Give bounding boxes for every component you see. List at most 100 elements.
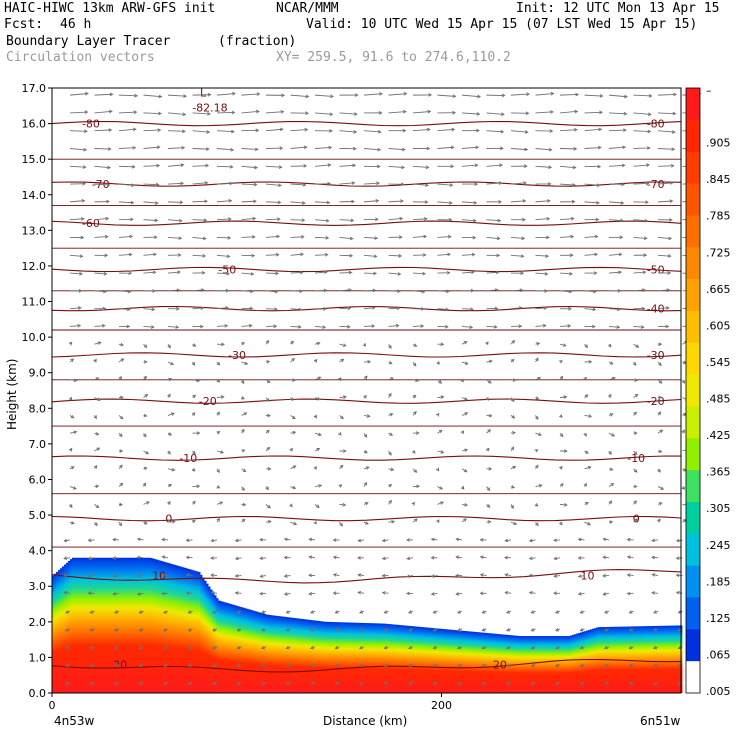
- vector-arrow: [167, 182, 184, 185]
- vector-arrowhead: [254, 147, 259, 152]
- vector-arrow: [309, 556, 316, 559]
- vector-arrowhead: [324, 252, 329, 257]
- vector-arrowhead: [151, 307, 156, 312]
- vector-arrow: [235, 539, 242, 542]
- vector-arrowhead: [422, 253, 427, 257]
- vector-arrowhead: [593, 289, 597, 294]
- vector-arrowhead: [154, 218, 159, 223]
- vector-arrowhead: [120, 342, 125, 347]
- vector-arrowhead: [265, 429, 270, 434]
- vector-arrowhead: [216, 431, 221, 435]
- tracer-column: [180, 566, 183, 693]
- vector-arrowhead: [119, 415, 124, 420]
- vector-arrow: [216, 450, 224, 454]
- vector-arrowhead: [413, 343, 418, 347]
- vector-arrow: [633, 237, 647, 239]
- vector-arrowhead: [372, 288, 377, 293]
- vector-arrowhead: [530, 610, 535, 614]
- vector-arrowhead: [612, 376, 616, 381]
- vector-arrowhead: [658, 342, 663, 347]
- vector-arrowhead: [138, 663, 143, 668]
- tracer-column: [628, 626, 631, 693]
- vector-arrowhead: [196, 378, 201, 383]
- tracer-column: [506, 634, 509, 693]
- vector-arrowhead: [340, 415, 344, 420]
- vector-arrow: [608, 164, 625, 167]
- vector-arrowhead: [455, 592, 460, 596]
- tracer-column: [210, 589, 213, 693]
- vector-arrowhead: [510, 505, 514, 509]
- tracer-column: [448, 629, 451, 693]
- vector-arrowhead: [538, 483, 543, 488]
- vector-arrowhead: [249, 306, 254, 311]
- vector-arrow: [461, 164, 478, 167]
- tracer-column: [480, 632, 483, 693]
- axes: 0.01.02.03.04.05.06.07.08.09.010.011.012…: [22, 82, 452, 712]
- vector-arrowhead: [464, 361, 469, 365]
- vector-arrow: [584, 253, 598, 256]
- vector-arrow: [461, 253, 475, 256]
- vector-arrowhead: [161, 573, 165, 578]
- tracer-column: [220, 601, 223, 693]
- vector-arrowhead: [474, 182, 479, 186]
- tracer-column: [68, 560, 71, 693]
- vector-arrowhead: [250, 289, 254, 294]
- vector-arrow: [657, 148, 675, 150]
- vector-arrowhead: [210, 590, 215, 595]
- tracer-column: [576, 633, 579, 693]
- y-tick-label: 8.0: [29, 402, 47, 415]
- vector-arrowhead: [471, 252, 476, 257]
- vector-arrow: [437, 146, 454, 149]
- vector-arrowhead: [488, 359, 493, 364]
- vector-arrow: [290, 129, 308, 132]
- vector-arrow: [265, 111, 284, 114]
- vector-arrowhead: [332, 555, 337, 560]
- vector-arrowhead: [171, 467, 176, 472]
- vector-arrowhead: [81, 198, 86, 203]
- vector-arrow: [241, 148, 258, 150]
- vector-arrowhead: [555, 663, 559, 668]
- vector-arrow: [69, 130, 87, 132]
- vector-arrowhead: [363, 449, 368, 454]
- vector-arrow: [192, 254, 206, 257]
- vector-arrow: [510, 182, 527, 185]
- vector-arrowhead: [227, 236, 232, 240]
- field-name: Boundary Layer Tracer: [6, 34, 171, 49]
- vector-arrowhead: [357, 556, 361, 560]
- colorbar-swatch: [686, 374, 700, 407]
- vector-arrow: [290, 183, 306, 186]
- vector-arrowhead: [448, 218, 453, 222]
- vector-arrowhead: [413, 410, 417, 415]
- vector-arrowhead: [326, 200, 331, 205]
- tracer-column: [488, 633, 491, 693]
- vector-arrowhead: [544, 272, 549, 276]
- vector-arrow: [118, 290, 131, 293]
- tracer-column: [84, 557, 87, 693]
- tracer-column: [240, 607, 243, 693]
- vector-arrowhead: [479, 555, 484, 560]
- vector-arrow: [437, 290, 450, 292]
- vector-arrowhead: [391, 519, 396, 524]
- colorbar-swatch: [686, 661, 700, 694]
- vector-arrowhead: [504, 555, 508, 560]
- vector-arrowhead: [201, 271, 206, 275]
- tracer-column: [304, 619, 307, 693]
- vector-arrow: [633, 325, 644, 328]
- tracer-column: [536, 636, 539, 693]
- vector-arrowhead: [568, 289, 573, 294]
- vector-arrowhead: [553, 591, 557, 596]
- vector-arrowhead: [574, 109, 579, 114]
- vector-arrow: [167, 219, 182, 222]
- vector-arrowhead: [359, 628, 363, 632]
- vector-arrow: [510, 289, 523, 292]
- vector-arrow: [480, 556, 487, 559]
- vector-arrow: [118, 253, 132, 256]
- vector-arrow: [69, 218, 84, 221]
- vector-arrowhead: [138, 628, 143, 632]
- tracer-column: [204, 580, 207, 693]
- colorbar-label: .845: [706, 173, 731, 186]
- circulation-vectors: [63, 91, 702, 685]
- tracer-column: [346, 622, 349, 693]
- vector-arrowhead: [610, 483, 615, 487]
- vector-arrowhead: [180, 181, 185, 186]
